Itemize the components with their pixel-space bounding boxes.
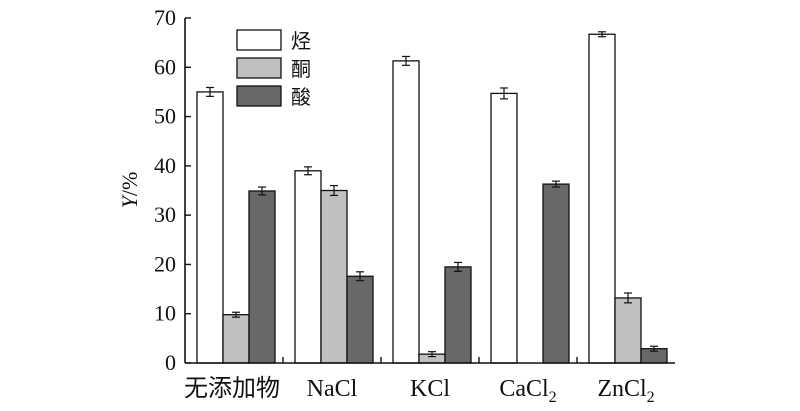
legend-label: 烃 — [291, 29, 311, 53]
y-tick-label: 30 — [154, 202, 176, 227]
y-axis-label: Y/% — [117, 172, 142, 209]
x-tick-label: ZnCl2 — [597, 376, 654, 406]
bar — [444, 266, 472, 364]
x-axis: 无添加物 NaCl KCl CaCl2 ZnCl2 — [184, 357, 675, 406]
bar — [588, 33, 616, 364]
legend-label: 酸 — [291, 85, 311, 109]
y-tick-label: 0 — [165, 350, 176, 375]
bar — [392, 60, 420, 364]
x-tick-label: KCl — [410, 376, 450, 402]
legend-swatch — [236, 85, 282, 107]
y-axis: 0 10 20 30 40 50 60 70 — [154, 5, 191, 375]
bar — [614, 297, 642, 364]
x-tick-label: NaCl — [307, 376, 358, 402]
y-axis-unit: /% — [117, 172, 142, 196]
legend-label: 酮 — [291, 57, 311, 81]
y-axis-variable: Y — [117, 193, 142, 208]
y-tick-label: 40 — [154, 153, 176, 178]
bar — [346, 275, 374, 364]
bar — [294, 170, 322, 364]
plot-area — [196, 31, 668, 364]
y-tick-label: 20 — [154, 251, 176, 276]
y-tick-label: 10 — [154, 301, 176, 326]
legend-swatch — [236, 29, 282, 51]
x-tick-label: 无添加物 — [184, 375, 280, 402]
legend-swatch — [236, 57, 282, 79]
y-tick-label: 70 — [154, 5, 176, 30]
x-tick-label: CaCl2 — [499, 376, 556, 406]
bar — [542, 183, 570, 364]
legend: 烃酮酸 — [236, 29, 311, 109]
bar — [320, 189, 348, 364]
bar — [248, 190, 276, 364]
y-tick-label: 50 — [154, 104, 176, 129]
bar — [490, 92, 518, 364]
y-tick-label: 60 — [154, 54, 176, 79]
bar — [222, 314, 250, 364]
bar — [196, 91, 224, 364]
